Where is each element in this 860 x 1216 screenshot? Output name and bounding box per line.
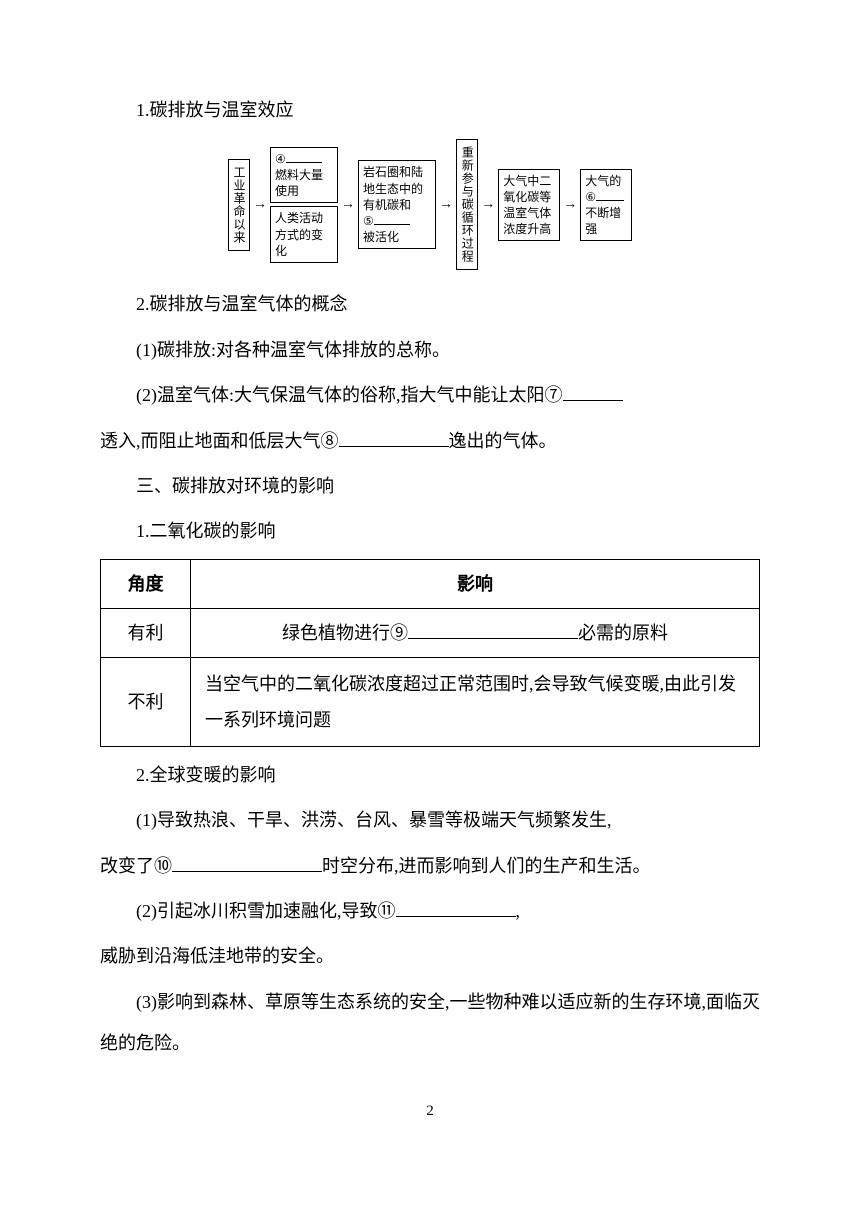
heading-3-1: 1.二氧化碳的影响	[100, 511, 760, 552]
cell-angle-positive: 有利	[101, 608, 191, 657]
text-segment: 逸出的气体。	[449, 431, 557, 451]
text-segment: 透入,而阻止地面和低层大气⑧	[100, 431, 339, 451]
diagram-box-6: 大气的 ⑥ 不断增强	[580, 169, 632, 242]
box3-line3: 被活化	[363, 230, 399, 244]
table-header-row: 角度 影响	[101, 559, 760, 608]
box6-line2: 不断增强	[585, 206, 621, 236]
blank-4[interactable]	[286, 153, 322, 163]
text-segment: 必需的原料	[578, 623, 668, 643]
diagram-box-4: 重新参与碳循环过程	[456, 139, 478, 270]
table-row: 不利 当空气中的二氧化碳浓度超过正常范围时,会导致气候变暖,由此引发一系列环境问…	[101, 657, 760, 746]
para-effect-1: (1)导致热浪、干旱、洪涝、台风、暴雪等极端天气频繁发生,	[100, 800, 760, 841]
para-greenhouse-gas-cont: 透入,而阻止地面和低层大气⑧ 逸出的气体。	[100, 421, 760, 462]
arrow-icon: →	[562, 189, 578, 221]
text-segment: ,	[516, 901, 521, 921]
para-carbon-emission: (1)碳排放:对各种温室气体排放的总称。	[100, 330, 760, 371]
blank-10[interactable]	[172, 871, 322, 872]
para-greenhouse-gas: (2)温室气体:大气保温气体的俗称,指大气中能让太阳⑦	[100, 375, 760, 416]
para-effect-3: (3)影响到森林、草原等生态系统的安全,一些物种难以适应新的生存环境,面临灭绝的…	[100, 982, 760, 1065]
blank-5[interactable]	[374, 215, 410, 225]
heading-section-3: 三、碳排放对环境的影响	[100, 466, 760, 507]
diagram-box-2b: 人类活动方式的变化	[270, 206, 338, 263]
diagram-box-1: 工业革命以来	[228, 159, 250, 251]
box3-line1: 岩石圈和陆地生态中的有机碳和	[363, 165, 423, 211]
text-segment: 改变了⑩	[100, 856, 172, 876]
blank-6[interactable]	[596, 191, 624, 201]
blank-7[interactable]	[563, 400, 623, 401]
text-segment: (2)温室气体:大气保温气体的俗称,指大气中能让太阳⑦	[136, 385, 563, 405]
page-number: 2	[100, 1094, 760, 1129]
co2-effects-table: 角度 影响 有利 绿色植物进行⑨ 必需的原料 不利 当空气中的二氧化碳浓度超过正常…	[100, 559, 760, 747]
flow-diagram: 工业革命以来 → ④ 燃料大量使用 人类活动方式的变化 → 岩石圈和陆地生态中的…	[100, 139, 760, 270]
blank-8[interactable]	[339, 446, 449, 447]
diagram-box-2a: ④ 燃料大量使用	[270, 147, 338, 204]
box2a-text: 燃料大量使用	[275, 168, 323, 198]
heading-2: 2.碳排放与温室气体的概念	[100, 284, 760, 325]
text-segment: 绿色植物进行⑨	[282, 623, 408, 643]
diagram-col-2: ④ 燃料大量使用 人类活动方式的变化	[270, 147, 338, 263]
arrow-icon: →	[340, 189, 356, 221]
marker-5: ⑤	[363, 214, 374, 228]
cell-effect-negative: 当空气中的二氧化碳浓度超过正常范围时,会导致气候变暖,由此引发一系列环境问题	[191, 657, 760, 746]
marker-6: ⑥	[585, 190, 596, 204]
diagram-box-3: 岩石圈和陆地生态中的有机碳和 ⑤ 被活化	[358, 160, 436, 249]
table-row: 有利 绿色植物进行⑨ 必需的原料	[101, 608, 760, 657]
para-effect-2-cont: 威胁到沿海低洼地带的安全。	[100, 936, 760, 977]
heading-3-2: 2.全球变暖的影响	[100, 755, 760, 796]
arrow-icon: →	[252, 189, 268, 221]
arrow-icon: →	[480, 189, 496, 221]
blank-11[interactable]	[396, 916, 516, 917]
table-header-angle: 角度	[101, 559, 191, 608]
text-segment: (2)引起冰川积雪加速融化,导致⑪	[136, 901, 396, 921]
para-effect-1-cont: 改变了⑩ 时空分布,进而影响到人们的生产和生活。	[100, 846, 760, 887]
para-effect-2: (2)引起冰川积雪加速融化,导致⑪,	[100, 891, 760, 932]
arrow-icon: →	[438, 189, 454, 221]
text-segment: 时空分布,进而影响到人们的生产和生活。	[322, 856, 651, 876]
cell-angle-negative: 不利	[101, 657, 191, 746]
diagram-box-5: 大气中二氧化碳等温室气体浓度升高	[498, 169, 560, 242]
cell-effect-positive: 绿色植物进行⑨ 必需的原料	[191, 608, 760, 657]
blank-9[interactable]	[408, 638, 578, 639]
marker-4: ④	[275, 152, 286, 166]
heading-1: 1.碳排放与温室效应	[100, 90, 760, 131]
table-header-effect: 影响	[191, 559, 760, 608]
box6-line1: 大气的	[585, 174, 621, 188]
